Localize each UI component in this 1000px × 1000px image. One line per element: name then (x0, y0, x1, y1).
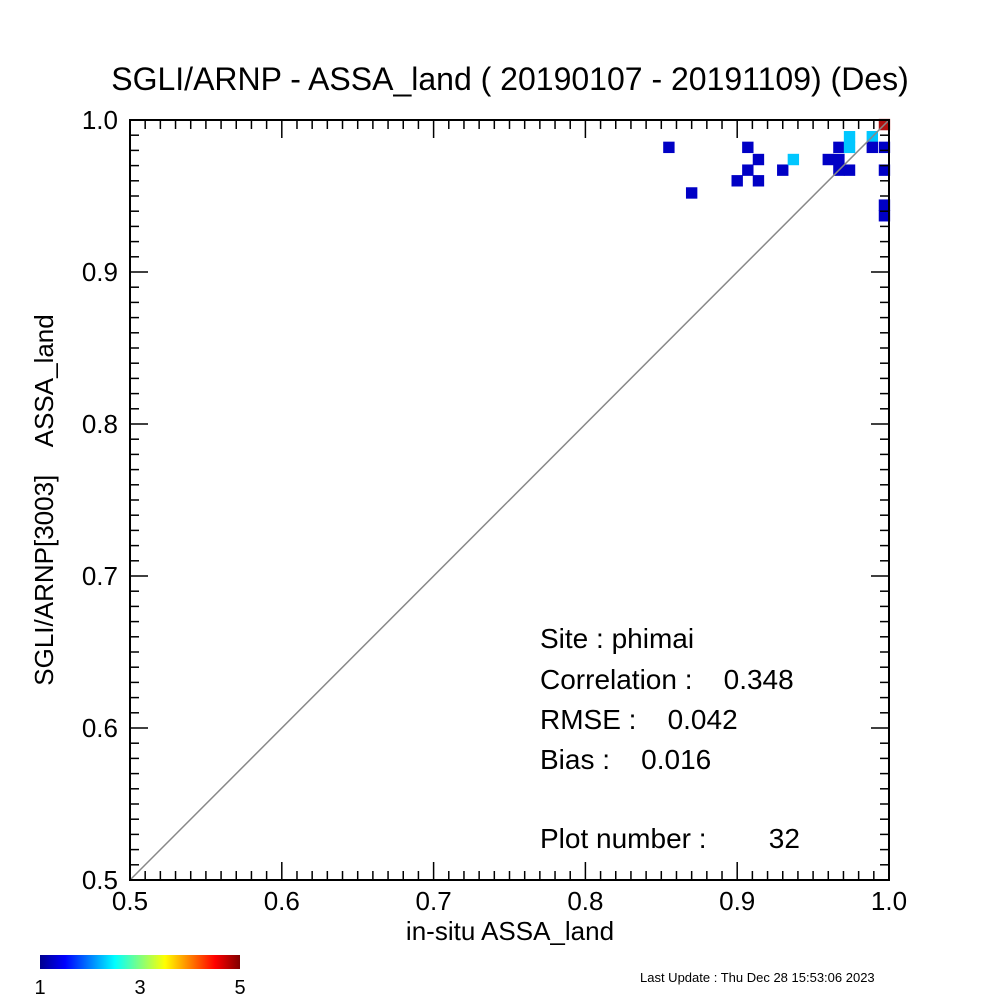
rmse-annotation: RMSE : 0.042 (540, 704, 738, 735)
x-tick-label: 0.8 (567, 886, 603, 916)
x-tick-label: 0.9 (719, 886, 755, 916)
density-cell (833, 153, 845, 166)
density-cell (663, 141, 675, 154)
density-cell (822, 153, 834, 166)
density-cells (663, 118, 891, 222)
colorbar-labels: 1 3 5 (34, 977, 245, 999)
density-cell (866, 141, 878, 154)
site-annotation: Site : phimai (540, 623, 694, 654)
x-tick-label: 0.6 (264, 886, 300, 916)
density-cell (878, 210, 891, 222)
density-cell (752, 153, 765, 166)
bias-annotation: Bias : 0.016 (540, 744, 711, 775)
colorbar-tick-label: 5 (234, 977, 245, 999)
chart-title: SGLI/ARNP - ASSA_land ( 20190107 - 20191… (111, 61, 909, 97)
x-tick-label: 1.0 (871, 886, 907, 916)
density-cell (787, 153, 800, 166)
density-cell (878, 141, 891, 154)
colorbar-tick-label: 1 (34, 977, 45, 999)
y-tick-label: 0.9 (82, 257, 118, 287)
x-axis-label: in-situ ASSA_land (406, 916, 614, 946)
correlation-annotation: Correlation : 0.348 (540, 664, 794, 695)
y-tick-label: 0.8 (82, 409, 118, 439)
density-cell (731, 175, 743, 187)
density-cell (878, 164, 891, 176)
axis-ticks (129, 119, 890, 881)
x-tick-labels: 0.5 0.6 0.7 0.8 0.9 1.0 (112, 886, 907, 916)
x-tick-label: 0.7 (416, 886, 452, 916)
y-axis-label: SGLI/ARNP[3003] ASSA_land (29, 314, 59, 685)
density-cell (685, 187, 698, 199)
y-tick-labels: 0.5 0.6 0.7 0.8 0.9 1.0 (82, 105, 118, 895)
density-cell (833, 141, 845, 154)
colorbar (40, 955, 240, 969)
density-cell (843, 141, 856, 154)
y-tick-label: 1.0 (82, 105, 118, 135)
density-cell (843, 131, 856, 143)
x-tick-label: 0.5 (112, 886, 148, 916)
y-tick-label: 0.6 (82, 713, 118, 743)
last-update-text: Last Update : Thu Dec 28 15:53:06 2023 (640, 970, 875, 985)
one-to-one-line (129, 119, 890, 881)
density-cell (742, 141, 754, 154)
density-cell (752, 175, 765, 187)
density-cell (777, 164, 789, 176)
y-tick-label: 0.7 (82, 561, 118, 591)
density-cell (742, 164, 754, 176)
y-tick-label: 0.5 (82, 865, 118, 895)
colorbar-tick-label: 3 (134, 977, 145, 999)
density-cell (843, 164, 856, 176)
plot-number-annotation: Plot number : 32 (540, 823, 800, 854)
density-cell (878, 199, 891, 211)
